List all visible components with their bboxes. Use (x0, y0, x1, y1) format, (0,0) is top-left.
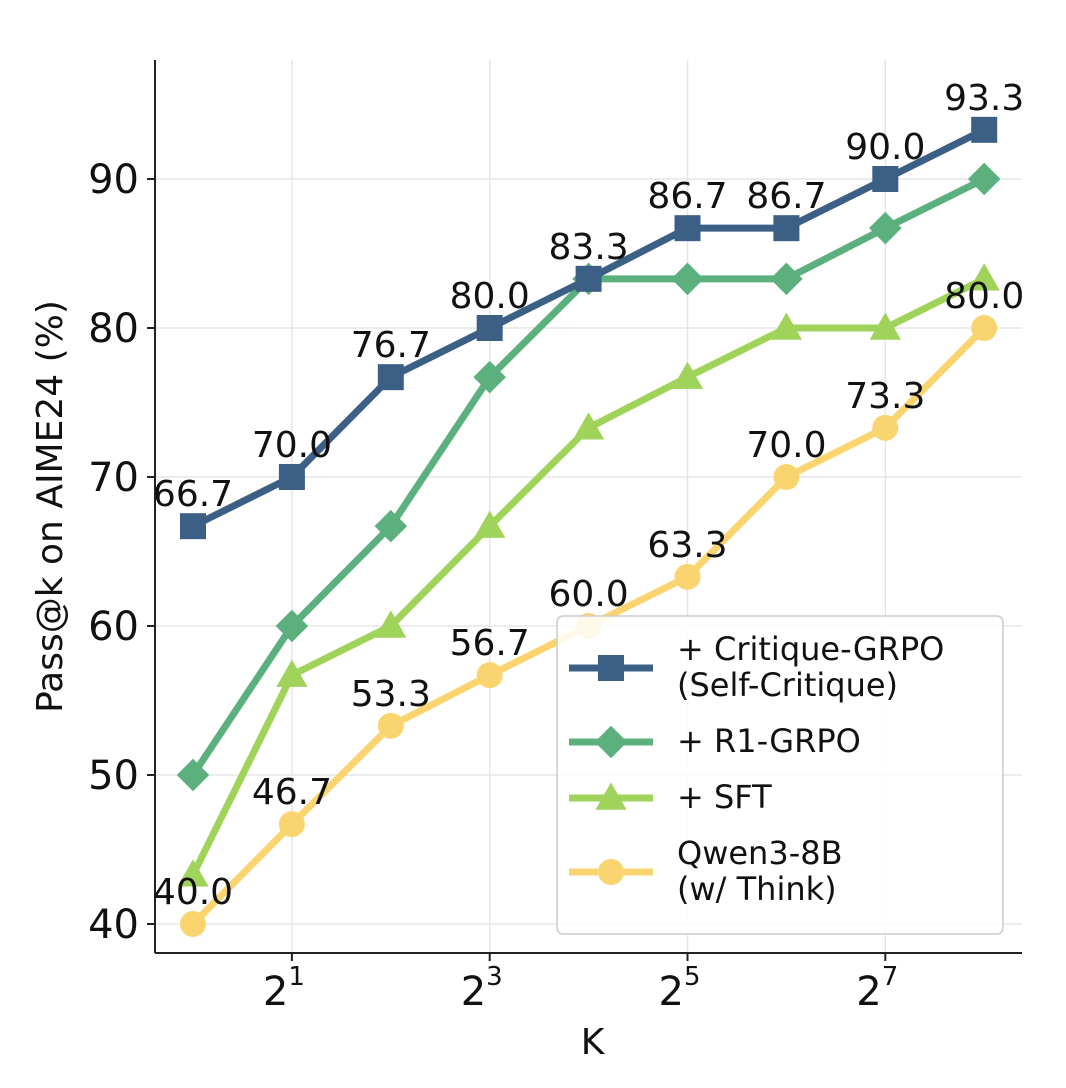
data-label: 93.3 (944, 78, 1024, 119)
data-point (869, 312, 901, 340)
data-point (872, 414, 899, 441)
data-label: 86.7 (647, 176, 727, 217)
data-point (674, 215, 701, 242)
data-point (674, 563, 701, 590)
data-label: 80.0 (450, 276, 530, 317)
legend-box (556, 615, 1004, 935)
legend: + Critique-GRPO(Self-Critique) + R1-GRPO +… (556, 615, 1004, 935)
data-point (476, 662, 503, 689)
data-label: 86.7 (746, 176, 826, 217)
data-point (474, 510, 506, 538)
y-tick-label: 60 (88, 604, 139, 650)
data-point (968, 263, 1000, 291)
data-point (770, 262, 803, 296)
data-point (573, 412, 605, 440)
y-tick-label: 70 (88, 455, 139, 501)
data-point (377, 712, 404, 739)
data-point (967, 162, 1001, 196)
data-label: 56.7 (450, 623, 530, 664)
data-point (773, 464, 800, 490)
axes (147, 60, 1022, 961)
legend-label: + Critique-GRPO (677, 630, 944, 668)
data-label: 70.0 (252, 425, 332, 466)
data-label: 70.0 (746, 425, 826, 466)
data-point (276, 659, 308, 687)
data-label: 80.0 (944, 276, 1024, 317)
data-point (869, 211, 902, 245)
y-tick-label: 90 (88, 157, 139, 203)
legend-item: + R1-GRPO (569, 722, 861, 760)
data-point (971, 315, 998, 341)
data-label: 66.7 (153, 474, 233, 515)
data-label: 76.7 (351, 325, 431, 366)
series-0 (180, 116, 998, 540)
data-labels: 66.7 70.0 76.7 80.0 83.3 86.7 86.7 90.0 93.3 40.0… (153, 78, 1024, 913)
data-point (971, 116, 998, 143)
data-point (575, 265, 602, 292)
legend-item: + SFT (569, 778, 772, 816)
data-point (872, 166, 899, 192)
data-label: 60.0 (549, 574, 629, 615)
series-2 (177, 263, 1000, 887)
data-label: 46.7 (252, 772, 332, 813)
data-point (375, 610, 407, 638)
legend-label: (w/ Think) (677, 870, 837, 908)
data-point (275, 609, 309, 643)
legend-swatch-marker (594, 725, 628, 759)
data-point (377, 364, 404, 391)
data-point (278, 811, 305, 838)
legend-swatch-marker (598, 655, 624, 681)
legend-label: (Self-Critique) (677, 666, 898, 704)
legend-label: + R1-GRPO (677, 722, 861, 760)
y-axis-title: Pass@k on AIME24 (%) (30, 300, 71, 713)
data-point (671, 262, 704, 296)
data-point (671, 361, 704, 389)
data-label: 53.3 (351, 674, 431, 715)
data-point (176, 758, 210, 792)
tick-labels: 40 50 60 70 80 90 21 23 25 27 (88, 157, 898, 1015)
data-label: 83.3 (549, 227, 629, 268)
y-tick-label: 80 (88, 306, 139, 352)
data-label: 90.0 (845, 127, 925, 168)
x-tick-label: 25 (659, 962, 701, 1015)
data-point (177, 859, 209, 887)
series (176, 116, 1001, 937)
y-tick-label: 40 (88, 902, 139, 948)
legend-item: Qwen3-8B(w/ Think) (569, 834, 843, 908)
x-tick-label: 21 (263, 962, 305, 1015)
data-point (476, 315, 503, 341)
data-point (278, 464, 305, 490)
y-tick-label: 50 (88, 753, 139, 799)
data-point (473, 360, 506, 394)
x-axis-title: K (581, 1022, 606, 1063)
legend-item: + Critique-GRPO(Self-Critique) (569, 630, 944, 704)
data-point (770, 312, 802, 340)
data-point (180, 911, 206, 937)
legend-swatch-marker (598, 859, 624, 885)
legend-label: Qwen3-8B (677, 834, 843, 872)
x-tick-label: 23 (461, 962, 503, 1015)
legend-swatch-marker (595, 782, 627, 810)
data-label: 73.3 (845, 376, 925, 417)
legend-label: + SFT (677, 778, 772, 816)
data-label: 40.0 (153, 872, 233, 913)
data-point (773, 215, 800, 242)
x-tick-label: 27 (856, 962, 898, 1015)
data-point (374, 509, 408, 543)
data-label: 63.3 (647, 525, 727, 566)
data-point (180, 513, 206, 540)
